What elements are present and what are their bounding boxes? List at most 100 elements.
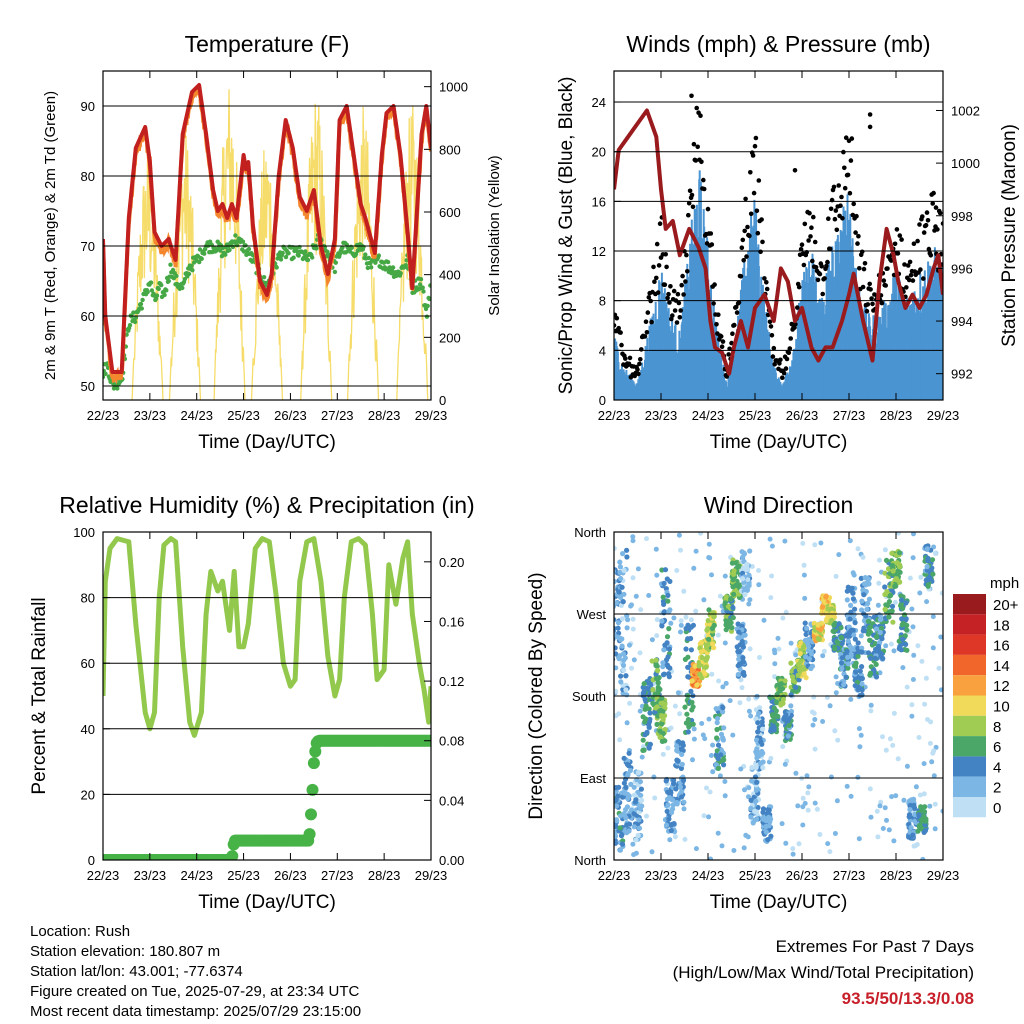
gust-point — [750, 153, 756, 158]
dewpoint-point — [189, 263, 194, 269]
direction-point — [874, 808, 880, 814]
direction-point — [738, 677, 744, 683]
direction-point — [779, 821, 785, 827]
direction-point — [919, 658, 925, 664]
gust-point — [917, 222, 922, 227]
rh-line — [103, 536, 431, 738]
direction-point — [832, 728, 838, 734]
direction-point — [920, 856, 926, 860]
direction-point — [684, 711, 690, 717]
direction-point — [756, 568, 761, 573]
direction-point — [662, 567, 669, 573]
y2-axis-label-temp: Solar Insolation (Yellow) — [486, 155, 503, 315]
dewpoint-point — [398, 271, 403, 276]
direction-point — [806, 656, 813, 662]
precip-point — [303, 828, 316, 841]
direction-point — [677, 784, 684, 790]
direction-point — [827, 703, 833, 709]
direction-point — [659, 695, 665, 701]
direction-point — [637, 708, 643, 714]
direction-point — [720, 705, 726, 711]
direction-point — [853, 669, 859, 675]
direction-point — [621, 755, 627, 761]
direction-point — [688, 647, 695, 653]
direction-point — [768, 595, 774, 601]
direction-point — [715, 753, 722, 760]
direction-point — [741, 845, 747, 851]
direction-point — [763, 829, 769, 835]
chart-title-wind: Winds (mph) & Pressure (mb) — [626, 31, 930, 57]
y-tick-label: 0 — [88, 853, 95, 868]
direction-point — [906, 814, 912, 820]
legend-label: 8 — [993, 719, 1001, 736]
direction-point — [721, 762, 727, 768]
direction-point — [832, 831, 838, 836]
direction-point — [789, 668, 795, 674]
direction-point — [753, 787, 760, 793]
direction-point — [708, 753, 714, 758]
direction-point — [715, 765, 722, 772]
direction-point — [722, 779, 728, 784]
direction-point — [705, 618, 711, 624]
gust-point — [685, 269, 690, 274]
direction-point — [858, 633, 864, 639]
gust-point — [856, 233, 861, 239]
gust-point — [684, 252, 689, 258]
gust-point — [861, 266, 867, 272]
direction-point — [747, 597, 753, 603]
direction-point — [823, 594, 829, 600]
direction-point — [855, 774, 861, 780]
speed-legend: mph 20+ 18 16 14 12 10 8 6 4 2 0 — [953, 575, 1019, 818]
direction-point — [875, 834, 881, 840]
direction-point — [780, 744, 786, 750]
legend-label: 0 — [993, 800, 1001, 817]
direction-point — [654, 633, 660, 639]
direction-point — [904, 627, 910, 633]
x-axis-dir: 22/23 23/23 24/23 25/23 26/23 27/23 28/23 29/23 — [598, 532, 959, 883]
gust-point — [906, 277, 912, 283]
panel-dir: 22/23 23/23 24/23 25/23 26/23 27/23 28/23 29/23… — [526, 492, 959, 913]
dewpoint-point — [149, 288, 155, 293]
gust-point — [911, 241, 917, 246]
dewpoint-point — [168, 262, 173, 267]
direction-point — [882, 606, 888, 613]
direction-point — [735, 671, 741, 678]
direction-point — [756, 710, 762, 717]
direction-point — [661, 647, 667, 653]
direction-point — [917, 590, 923, 596]
x-tick-label: 28/23 — [368, 408, 401, 423]
x-tick-label: 24/23 — [180, 868, 213, 883]
direction-point — [789, 674, 796, 680]
dewpoint-point — [223, 252, 228, 257]
dewpoint-point — [385, 259, 391, 265]
direction-point — [624, 761, 631, 767]
direction-point — [868, 664, 874, 670]
gust-point — [902, 262, 907, 267]
direction-point — [797, 651, 803, 657]
direction-point — [760, 765, 766, 771]
direction-point — [922, 818, 928, 824]
direction-point — [880, 655, 886, 662]
gust-point — [839, 194, 844, 200]
dewpoint-point — [166, 278, 171, 284]
direction-point — [652, 795, 658, 801]
direction-point — [614, 665, 619, 671]
x-tick-label: 23/23 — [645, 868, 678, 883]
direction-point — [848, 793, 854, 799]
gust-point — [708, 231, 714, 236]
direction-point — [845, 661, 851, 667]
direction-point — [754, 755, 760, 761]
direction-point — [802, 620, 808, 626]
direction-point — [817, 832, 823, 837]
gust-point — [926, 246, 932, 252]
station-info: Location: Rush Station elevation: 180.80… — [30, 922, 361, 1022]
plot-area-temp — [103, 83, 431, 400]
direction-point — [896, 646, 902, 652]
gust-point — [815, 277, 821, 283]
direction-point — [788, 692, 794, 698]
direction-point — [746, 708, 752, 714]
direction-point — [706, 636, 712, 642]
direction-point — [868, 814, 874, 820]
gust-point — [762, 276, 767, 281]
direction-point — [914, 842, 920, 847]
